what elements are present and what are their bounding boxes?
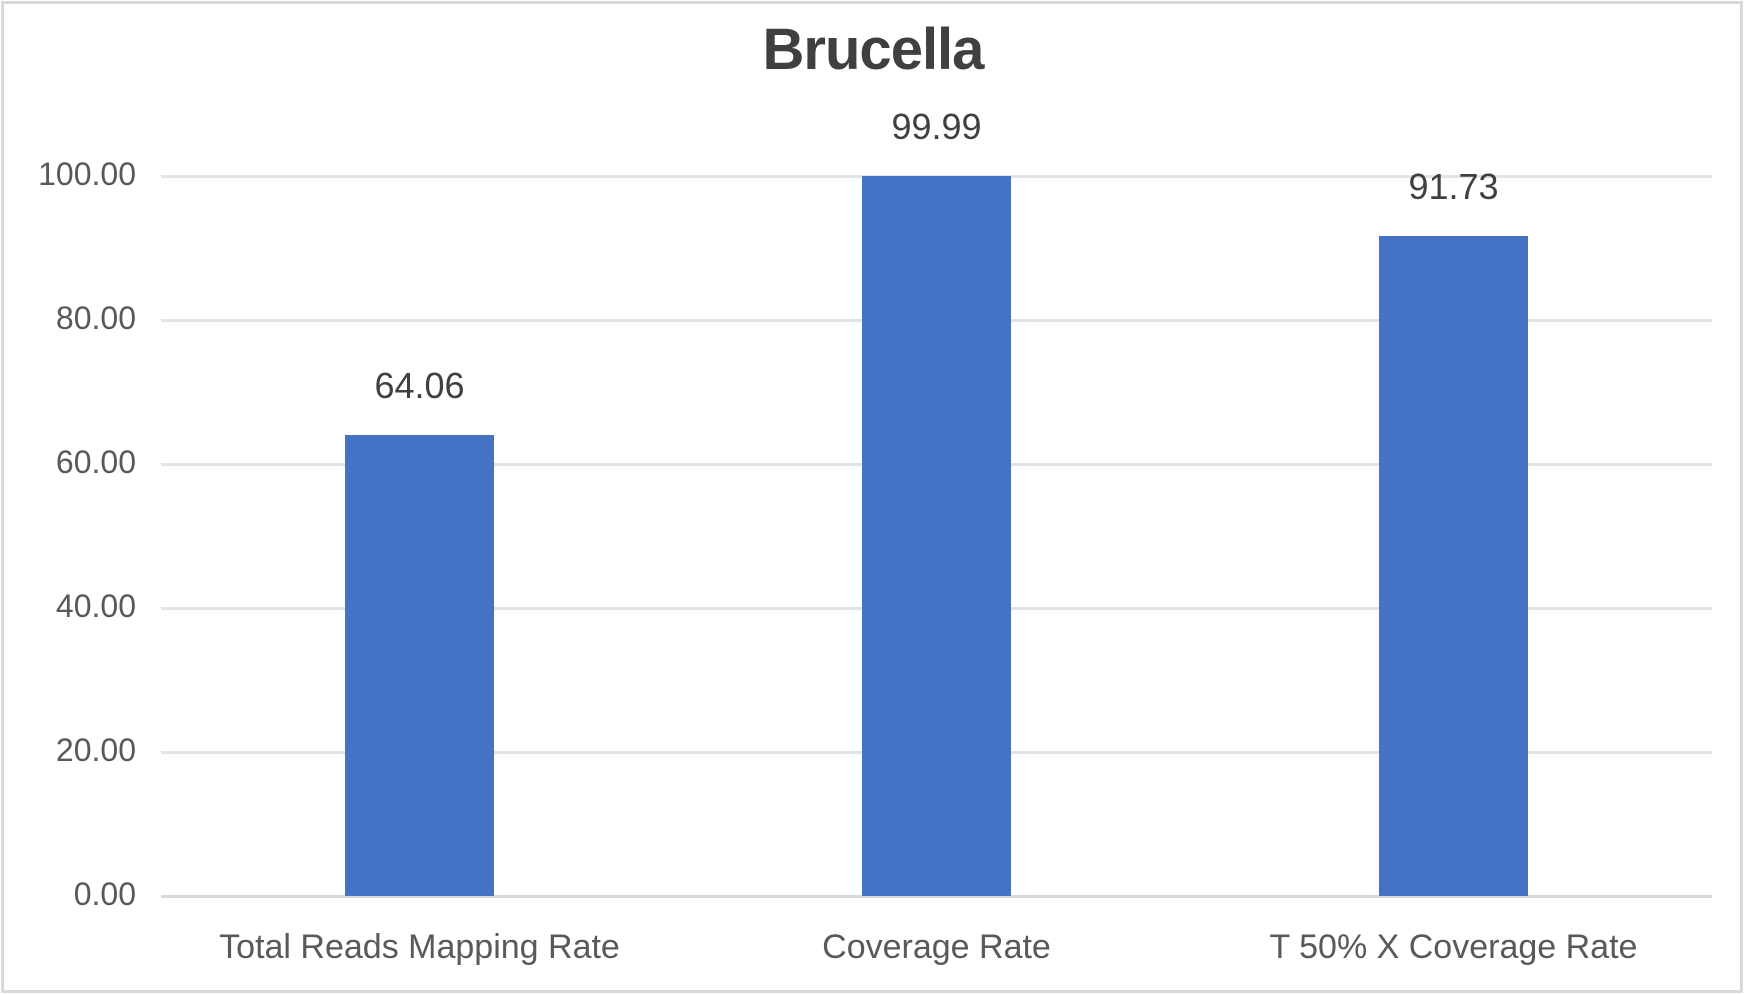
y-tick-label: 60.00 (55, 444, 136, 480)
chart-title: Brucella (762, 17, 985, 82)
plot-area: 64.06 Total Reads Mapping Rate 99.99 Covera… (161, 0, 1712, 994)
data-label: 91.73 (1408, 165, 1499, 207)
x-category-label: Coverage Rate (822, 928, 1051, 966)
y-tick-label: 40.00 (55, 588, 136, 624)
bar (1379, 235, 1528, 896)
y-tick-label: 20.00 (55, 732, 136, 768)
y-tick-label: 0.00 (73, 876, 136, 912)
bar (862, 176, 1011, 896)
x-axis-line (161, 895, 1712, 898)
y-tick-label: 80.00 (55, 300, 136, 336)
data-label: 99.99 (891, 106, 982, 148)
x-category-label: T 50% X Coverage Rate (1269, 928, 1638, 966)
data-label: 64.06 (374, 364, 465, 406)
x-category-label: Total Reads Mapping Rate (219, 928, 620, 966)
y-tick-label: 100.00 (38, 156, 136, 192)
bar (345, 434, 494, 896)
